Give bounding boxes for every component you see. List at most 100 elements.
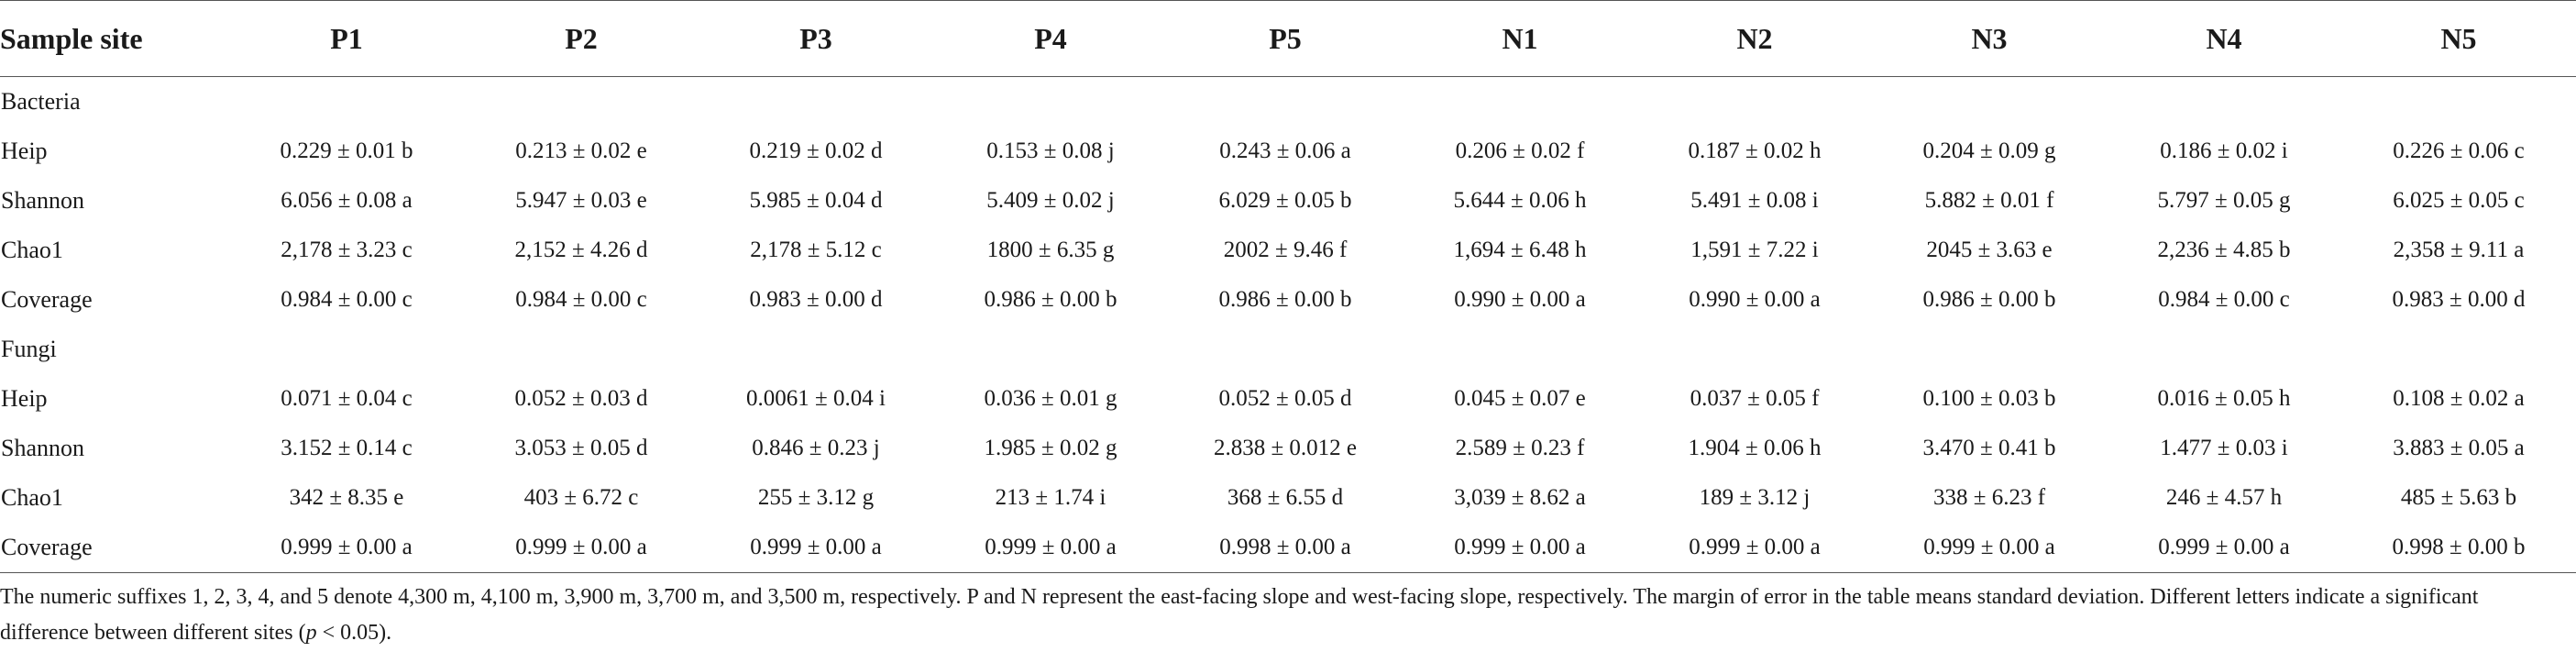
value-cell: 0.186 ± 0.02 i — [2160, 138, 2288, 163]
value-cell: 0.986 ± 0.00 b — [1922, 287, 2056, 312]
empty-cell — [1168, 325, 1403, 374]
value-cell: 0.998 ± 0.00 a — [1168, 523, 1403, 573]
value-cell: 2,236 ± 4.85 b — [2157, 238, 2291, 262]
value-cell: 0.071 ± 0.04 c — [281, 386, 413, 411]
column-header-n3: N3 — [1872, 0, 2107, 77]
value-cell: 3.053 ± 0.05 d — [514, 436, 648, 460]
empty-cell — [464, 325, 699, 374]
table-row: Heip 0.229 ± 0.01 b 0.213 ± 0.02 e 0.219 ± … — [0, 127, 2576, 176]
value-cell: 1,591 ± 7.22 i — [1690, 238, 1819, 262]
value-cell: 6.056 ± 0.08 a — [281, 188, 413, 213]
value-cell: 0.999 ± 0.00 a — [464, 523, 699, 573]
empty-cell — [2107, 77, 2341, 127]
empty-cell — [1637, 77, 1872, 127]
value-cell: 0.999 ± 0.00 a — [1872, 523, 2107, 573]
value-cell: 338 ± 6.23 f — [1932, 485, 2046, 510]
value-cell: 0.983 ± 0.00 d — [2392, 287, 2526, 312]
value-cell: 3.470 ± 0.41 b — [1922, 436, 2056, 460]
column-header-p1: P1 — [229, 0, 464, 77]
value-cell: 6.029 ± 0.05 b — [1218, 188, 1352, 213]
value-cell: 0.999 ± 0.00 a — [2107, 523, 2341, 573]
empty-cell — [933, 77, 1168, 127]
empty-cell — [699, 77, 933, 127]
empty-cell — [933, 325, 1168, 374]
value-cell: 0.999 ± 0.00 a — [933, 523, 1168, 573]
value-cell: 5.882 ± 0.01 f — [1924, 188, 2054, 213]
value-cell: 2,152 ± 4.26 d — [514, 238, 648, 262]
table-row: Shannon 6.056 ± 0.08 a 5.947 ± 0.03 e 5.985… — [0, 176, 2576, 226]
value-cell: 246 ± 4.57 h — [2165, 485, 2283, 510]
value-cell: 5.797 ± 0.05 g — [2157, 188, 2291, 213]
value-cell: 0.999 ± 0.00 a — [229, 523, 464, 573]
value-cell: 0.219 ± 0.02 d — [749, 138, 883, 163]
value-cell: 0.037 ± 0.05 f — [1690, 386, 1820, 411]
value-cell: 0.204 ± 0.09 g — [1922, 138, 2056, 163]
table-body: Bacteria Heip 0.229 ± 0.01 b 0.213 ± 0.02 e… — [0, 77, 2576, 573]
empty-cell — [229, 325, 464, 374]
value-cell: 189 ± 3.12 j — [1699, 485, 1811, 510]
metric-label: Chao1 — [1, 484, 63, 511]
value-cell: 0.045 ± 0.07 e — [1454, 386, 1586, 411]
column-header-sample-site: Sample site — [0, 0, 229, 77]
footnote-text-before: The numeric suffixes 1, 2, 3, 4, and 5 d… — [0, 585, 2479, 645]
column-header-n2: N2 — [1637, 0, 1872, 77]
table-row: Coverage 0.984 ± 0.00 c 0.984 ± 0.00 c 0.98… — [0, 275, 2576, 325]
value-cell: 1,694 ± 6.48 h — [1453, 238, 1587, 262]
metric-label: Shannon — [1, 435, 84, 461]
empty-cell — [2107, 325, 2341, 374]
table-row: Heip 0.071 ± 0.04 c 0.052 ± 0.03 d 0.0061 ±… — [0, 374, 2576, 424]
value-cell: 1.477 ± 0.03 i — [2160, 436, 2288, 460]
group-label: Bacteria — [1, 88, 81, 115]
empty-cell — [699, 325, 933, 374]
value-cell: 0.226 ± 0.06 c — [2393, 138, 2525, 163]
value-cell: 485 ± 5.63 b — [2400, 485, 2517, 510]
metric-label: Heip — [1, 385, 48, 412]
empty-cell — [464, 77, 699, 127]
empty-cell — [1168, 77, 1403, 127]
value-cell: 0.984 ± 0.00 c — [2158, 287, 2290, 312]
empty-cell — [1403, 77, 1637, 127]
value-cell: 3.883 ± 0.05 a — [2393, 436, 2525, 460]
group-row: Bacteria — [0, 77, 2576, 127]
value-cell: 2.589 ± 0.23 f — [1455, 436, 1585, 460]
value-cell: 0.016 ± 0.05 h — [2157, 386, 2291, 411]
empty-cell — [2341, 325, 2576, 374]
value-cell: 0.986 ± 0.00 b — [984, 287, 1117, 312]
column-header-p4: P4 — [933, 0, 1168, 77]
value-cell: 0.846 ± 0.23 j — [752, 436, 880, 460]
value-cell: 5.985 ± 0.04 d — [749, 188, 883, 213]
table-row: Coverage 0.999 ± 0.00 a 0.999 ± 0.00 a 0.99… — [0, 523, 2576, 573]
value-cell: 1.985 ± 0.02 g — [984, 436, 1117, 460]
table-row: Chao1 2,178 ± 3.23 c 2,152 ± 4.26 d 2,178 ±… — [0, 226, 2576, 275]
empty-cell — [1637, 325, 1872, 374]
value-cell: 0.052 ± 0.03 d — [514, 386, 648, 411]
table-row: Chao1 342 ± 8.35 e 403 ± 6.72 c 255 ± 3.12 … — [0, 473, 2576, 523]
value-cell: 213 ± 1.74 i — [995, 485, 1106, 510]
value-cell: 0.229 ± 0.01 b — [280, 138, 413, 163]
column-header-n4: N4 — [2107, 0, 2341, 77]
table-footnote: The numeric suffixes 1, 2, 3, 4, and 5 d… — [0, 580, 2558, 651]
value-cell: 3,039 ± 8.62 a — [1454, 485, 1586, 510]
value-cell: 5.491 ± 0.08 i — [1690, 188, 1819, 213]
value-cell: 0.243 ± 0.06 a — [1219, 138, 1351, 163]
value-cell: 0.187 ± 0.02 h — [1688, 138, 1822, 163]
value-cell: 255 ± 3.12 g — [757, 485, 875, 510]
value-cell: 0.986 ± 0.00 b — [1218, 287, 1352, 312]
value-cell: 0.983 ± 0.00 d — [749, 287, 883, 312]
metric-label: Heip — [1, 138, 48, 164]
value-cell: 0.100 ± 0.03 b — [1922, 386, 2056, 411]
value-cell: 2002 ± 9.46 f — [1223, 238, 1348, 262]
table-header-row: Sample site P1 P2 P3 P4 P5 N1 N2 N3 N4 N5 — [0, 0, 2576, 77]
value-cell: 2,178 ± 3.23 c — [281, 238, 413, 262]
value-cell: 0.206 ± 0.02 f — [1455, 138, 1585, 163]
value-cell: 342 ± 8.35 e — [289, 485, 404, 510]
metric-label: Shannon — [1, 187, 84, 214]
value-cell: 1.904 ± 0.06 h — [1688, 436, 1822, 460]
column-header-n1: N1 — [1403, 0, 1637, 77]
value-cell: 3.152 ± 0.14 c — [281, 436, 413, 460]
group-row: Fungi — [0, 325, 2576, 374]
metric-label: Chao1 — [1, 237, 63, 263]
value-cell: 0.999 ± 0.00 a — [1403, 523, 1637, 573]
value-cell: 403 ± 6.72 c — [523, 485, 639, 510]
value-cell: 6.025 ± 0.05 c — [2393, 188, 2525, 213]
